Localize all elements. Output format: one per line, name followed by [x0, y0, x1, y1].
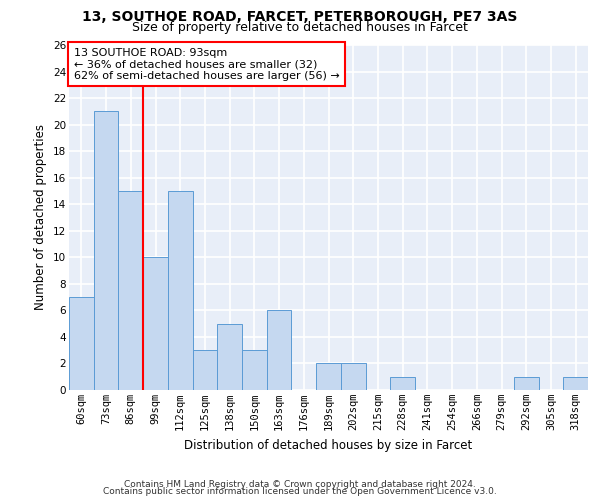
Bar — [94, 112, 118, 390]
Text: Size of property relative to detached houses in Farcet: Size of property relative to detached ho… — [132, 21, 468, 34]
Bar — [143, 258, 168, 390]
X-axis label: Distribution of detached houses by size in Farcet: Distribution of detached houses by size … — [184, 438, 473, 452]
Bar — [267, 310, 292, 390]
Bar — [242, 350, 267, 390]
Bar — [514, 376, 539, 390]
Bar — [390, 376, 415, 390]
Bar — [217, 324, 242, 390]
Bar — [341, 364, 365, 390]
Bar — [316, 364, 341, 390]
Bar — [168, 191, 193, 390]
Bar — [69, 297, 94, 390]
Text: Contains public sector information licensed under the Open Government Licence v3: Contains public sector information licen… — [103, 488, 497, 496]
Text: 13 SOUTHOE ROAD: 93sqm
← 36% of detached houses are smaller (32)
62% of semi-det: 13 SOUTHOE ROAD: 93sqm ← 36% of detached… — [74, 48, 340, 81]
Text: 13, SOUTHOE ROAD, FARCET, PETERBOROUGH, PE7 3AS: 13, SOUTHOE ROAD, FARCET, PETERBOROUGH, … — [82, 10, 518, 24]
Bar — [193, 350, 217, 390]
Bar — [118, 191, 143, 390]
Y-axis label: Number of detached properties: Number of detached properties — [34, 124, 47, 310]
Text: Contains HM Land Registry data © Crown copyright and database right 2024.: Contains HM Land Registry data © Crown c… — [124, 480, 476, 489]
Bar — [563, 376, 588, 390]
